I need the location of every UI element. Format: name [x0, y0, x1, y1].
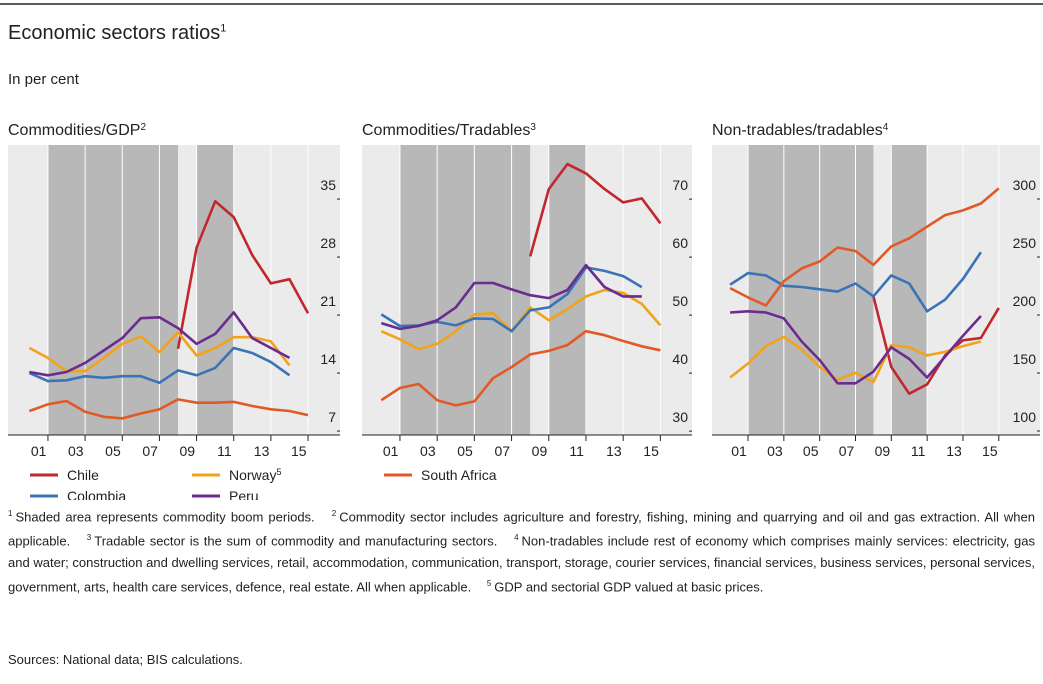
- footnote-text: Shaded area represents commodity boom pe…: [15, 509, 315, 525]
- x-tick-label: 13: [606, 443, 622, 459]
- footnote-text: Commodity sector includes agriculture an…: [8, 509, 1035, 549]
- footnote-mark: 3: [86, 533, 92, 543]
- x-tick-label: 13: [946, 443, 962, 459]
- footnote-text: Non-tradables include rest of economy wh…: [8, 533, 1036, 594]
- x-tick-label: 05: [803, 443, 819, 459]
- y-tick-label: 30: [672, 409, 688, 425]
- footnote-text: GDP and sectorial GDP valued at basic pr…: [494, 578, 764, 594]
- subtitle: In per cent: [8, 71, 79, 88]
- y-tick-label: 150: [1013, 351, 1037, 367]
- x-tick-label: 09: [179, 443, 195, 459]
- shaded-period: [748, 145, 874, 435]
- legend-name: Colombia: [67, 488, 126, 500]
- y-tick-label: 300: [1013, 177, 1037, 193]
- x-tick-label: 05: [457, 443, 473, 459]
- x-tick-label: 11: [569, 443, 584, 459]
- y-tick-label: 21: [320, 293, 336, 309]
- x-tick-label: 01: [731, 443, 747, 459]
- x-tick-label: 07: [494, 443, 510, 459]
- x-tick-label: 03: [767, 443, 783, 459]
- panel-title: Non-tradables/tradables4: [712, 122, 889, 140]
- y-tick-label: 14: [320, 351, 336, 367]
- x-tick-label: 07: [142, 443, 158, 459]
- series-line: [729, 251, 982, 313]
- legend-name: South Africa: [421, 467, 497, 483]
- x-tick-label: 13: [254, 443, 270, 459]
- series-line: [872, 295, 1000, 395]
- legend-name: Peru: [229, 488, 259, 500]
- series-line: [176, 200, 310, 350]
- x-tick-label: 15: [643, 443, 659, 459]
- x-tick-label: 01: [31, 443, 47, 459]
- panel-title-note: 2: [140, 122, 146, 133]
- x-tick-label: 05: [105, 443, 121, 459]
- y-tick-label: 7: [328, 409, 336, 425]
- x-tick-label: 09: [532, 443, 548, 459]
- series-line: [729, 335, 982, 384]
- y-tick-label: 70: [672, 177, 688, 193]
- x-tick-label: 11: [911, 443, 926, 459]
- panel-title: Commodities/GDP2: [8, 122, 146, 140]
- x-tick-label: 01: [383, 443, 399, 459]
- panel-title: Commodities/Tradables3: [362, 122, 536, 140]
- legend-name: Norway: [229, 467, 276, 483]
- panel-title-text: Commodities/Tradables: [362, 122, 530, 139]
- series-line: [380, 329, 661, 407]
- x-tick-label: 15: [291, 443, 307, 459]
- panel-title-note: 3: [530, 122, 536, 133]
- series-line: [380, 263, 642, 331]
- series-line: [28, 346, 291, 385]
- y-tick-label: 200: [1013, 293, 1037, 309]
- x-tick-label: 03: [420, 443, 436, 459]
- series-line: [29, 311, 291, 377]
- legend-label: Chile: [67, 467, 99, 483]
- series-line: [729, 187, 1000, 307]
- y-tick-label: 28: [320, 235, 336, 251]
- legend-label: South Africa: [421, 467, 497, 483]
- charts: 01 03 05 07 09 11 13 15714212835Commodities/GDP…: [0, 3, 1043, 500]
- panel-title-text: Commodities/GDP: [8, 122, 140, 139]
- title-note: 1: [220, 22, 227, 35]
- legend-label: Norway5: [229, 467, 281, 483]
- y-tick-label: 250: [1013, 235, 1037, 251]
- y-tick-label: 35: [320, 177, 336, 193]
- shaded-period: [196, 145, 234, 435]
- y-tick-label: 100: [1013, 409, 1037, 425]
- title-text: Economic sectors ratios: [8, 22, 221, 44]
- footnote-mark: 5: [486, 578, 492, 588]
- sources: Sources: National data; BIS calculations…: [8, 652, 243, 667]
- panel-title-text: Non-tradables/tradables: [712, 122, 883, 139]
- footnotes: 1 Shaded area represents commodity boom p…: [8, 503, 1035, 597]
- series-line: [28, 331, 291, 373]
- footnote-mark: 2: [331, 509, 337, 518]
- y-tick-label: 50: [672, 293, 688, 309]
- shaded-period: [47, 145, 178, 435]
- x-tick-label: 07: [839, 443, 855, 459]
- panel-title-note: 4: [883, 122, 889, 133]
- footnote-text: Tradable sector is the sum of commodity …: [94, 533, 498, 549]
- legend-label: Colombia: [67, 488, 126, 500]
- legend-name: Chile: [67, 467, 99, 483]
- legend-note: 5: [276, 467, 281, 477]
- footnote-mark: 4: [514, 533, 519, 543]
- x-tick-label: 03: [68, 443, 84, 459]
- legend-label: Peru: [229, 488, 259, 500]
- footnote-mark: 1: [8, 509, 13, 518]
- x-tick-label: 15: [982, 443, 998, 459]
- series-line: [528, 162, 662, 257]
- series-line: [28, 398, 309, 420]
- y-tick-label: 60: [672, 235, 688, 251]
- series-line: [730, 310, 982, 385]
- page-title: Economic sectors ratios1: [8, 22, 226, 45]
- x-tick-label: 09: [875, 443, 891, 459]
- x-tick-label: 11: [217, 443, 232, 459]
- y-tick-label: 40: [672, 351, 688, 367]
